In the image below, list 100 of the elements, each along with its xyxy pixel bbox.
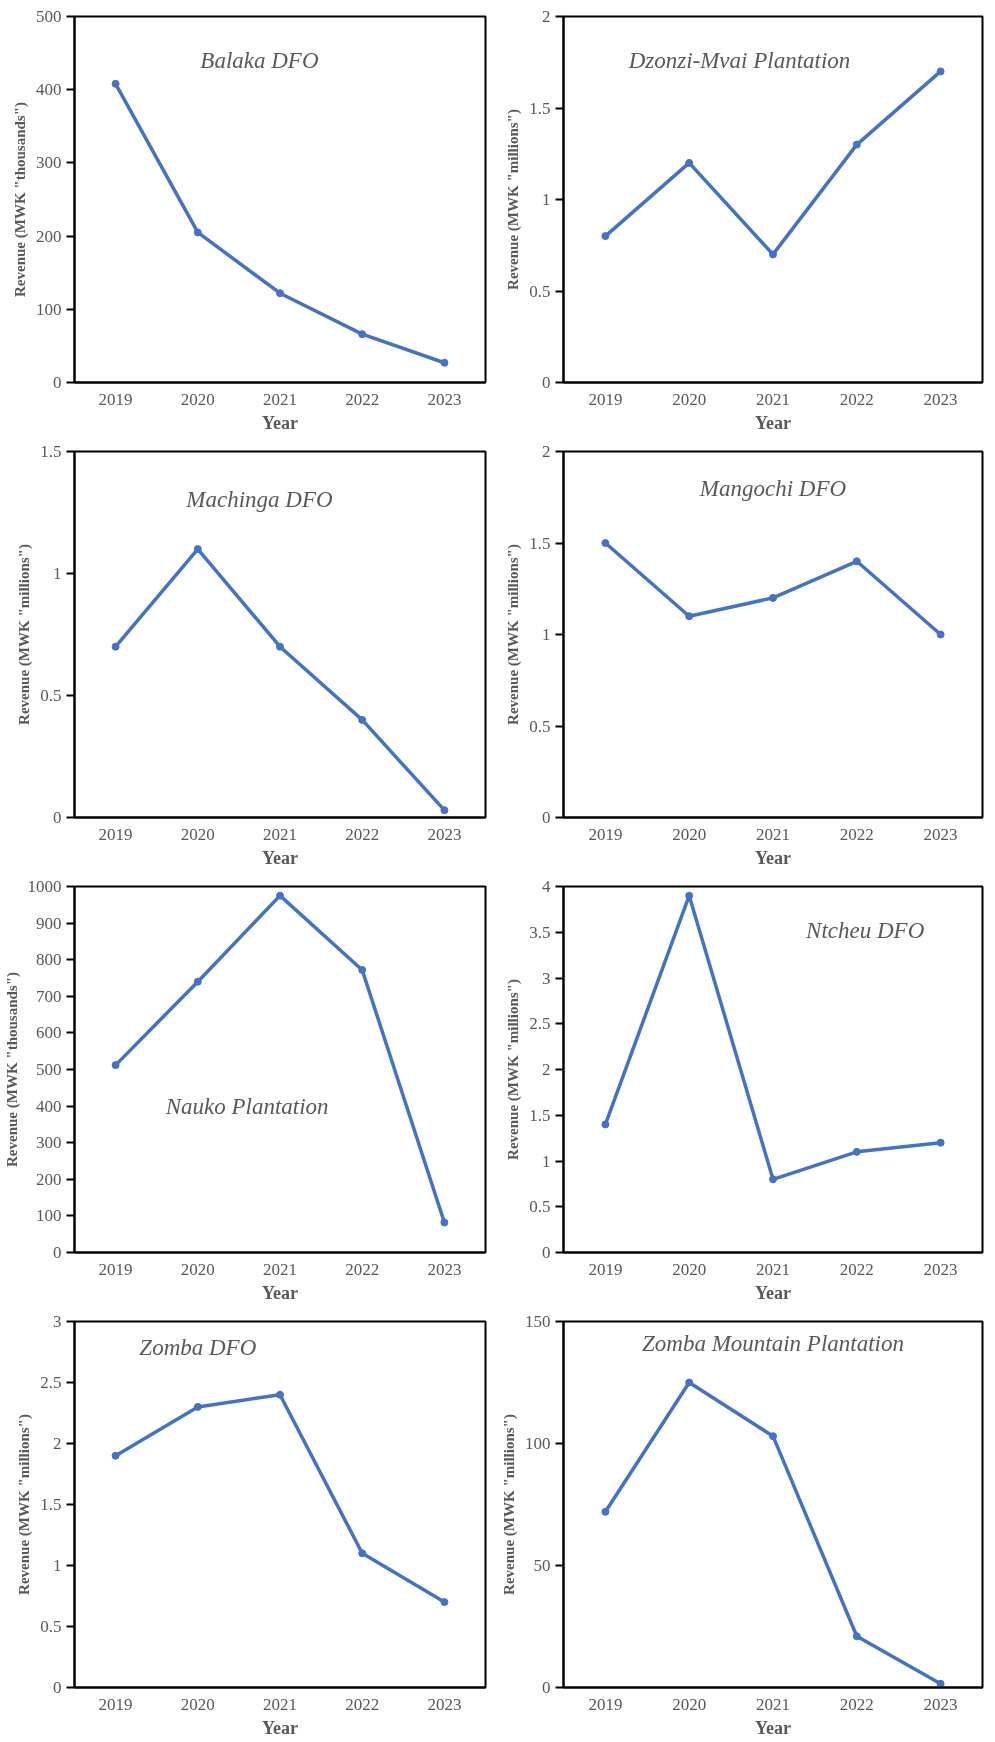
y-tick-label: 3 [542, 968, 551, 988]
x-tick-label: 2023 [427, 1694, 462, 1714]
x-tick-label: 2019 [588, 389, 623, 409]
x-tick-label: 2019 [98, 1694, 133, 1714]
y-tick-label: 1.5 [529, 533, 551, 553]
x-tick-label: 2019 [588, 1694, 623, 1714]
y-tick-label: 100 [525, 1434, 551, 1453]
x-tick-label: 2023 [427, 1259, 462, 1279]
text: Balaka DFO [200, 47, 319, 73]
y-axis-title: Revenue (MWK "thousands") [12, 102, 29, 297]
y-tick-label: 1 [53, 564, 62, 583]
y-tick-label: 1000 [27, 877, 62, 896]
x-tick-label: 2022 [839, 824, 874, 844]
x-axis-title: Year [755, 1282, 791, 1303]
y-tick-label: 2.5 [529, 1014, 551, 1034]
y-axis-title: Revenue (MWK "millions") [505, 979, 523, 1160]
y-axis-title: Revenue (MWK "millions") [501, 1414, 518, 1595]
x-tick-label: 2021 [756, 1259, 790, 1279]
y-tick-label: 900 [36, 913, 62, 933]
y-tick-label: 2 [542, 1060, 551, 1079]
x-tick-label: 2020 [180, 1694, 215, 1714]
y-tick-label: 200 [36, 226, 62, 246]
x-axis-title: Year [262, 1282, 298, 1303]
x-axis-title: Year [755, 1717, 791, 1738]
x-tick-label: 2023 [923, 824, 958, 844]
y-tick-label: 400 [36, 1096, 62, 1116]
y-tick-label: 1.5 [529, 1105, 551, 1125]
x-tick-label: 2019 [588, 824, 623, 844]
y-tick-label: 2 [53, 1434, 62, 1453]
y-tick-label: 500 [36, 1060, 62, 1079]
y-tick-label: 500 [36, 7, 62, 26]
y-tick-label: 400 [36, 80, 62, 100]
y-tick-label: 1 [53, 1556, 62, 1575]
text: Zomba DFO [139, 1334, 257, 1360]
x-axis-title: Year [262, 847, 298, 868]
x-tick-label: 2020 [180, 824, 215, 844]
x-tick-label: 2021 [756, 1694, 790, 1714]
y-tick-label: 700 [36, 986, 62, 1006]
x-axis-title: Year [262, 412, 298, 433]
y-tick-label: 300 [36, 153, 62, 173]
x-axis-title: Year [755, 412, 791, 433]
x-tick-label: 2023 [427, 824, 462, 844]
x-tick-label: 2020 [672, 1259, 707, 1279]
y-axis-title: Revenue (MWK "millions") [16, 544, 34, 725]
y-tick-label: 100 [36, 299, 62, 319]
y-tick-label: 50 [533, 1556, 551, 1575]
y-tick-label: 1.5 [40, 442, 62, 461]
y-axis-title: Revenue (MWK "millions") [505, 544, 523, 725]
y-tick-label: 1 [542, 625, 551, 644]
text: Dzonzi-Mvai Plantation [627, 47, 851, 73]
y-tick-label: 4 [542, 877, 551, 896]
y-tick-label: 1 [542, 190, 551, 209]
y-tick-label: 0 [542, 1243, 551, 1262]
y-tick-label: 3 [53, 1312, 62, 1331]
x-tick-label: 2021 [263, 389, 297, 409]
y-tick-label: 0 [542, 373, 551, 392]
x-tick-label: 2020 [672, 1694, 707, 1714]
y-tick-label: 0.5 [529, 716, 551, 736]
y-axis-title: Revenue (MWK "thousands") [3, 972, 21, 1167]
y-tick-label: 0 [53, 1243, 62, 1262]
y-tick-label: 2 [542, 7, 551, 26]
x-tick-label: 2019 [98, 389, 133, 409]
text: Mangochi DFO [698, 475, 847, 501]
y-tick-label: 1.5 [40, 1495, 62, 1514]
x-tick-label: 2021 [756, 824, 790, 844]
text: Nauko Plantation [164, 1093, 329, 1119]
text: Machinga DFO [185, 486, 333, 512]
x-tick-label: 2022 [839, 1694, 874, 1714]
y-axis-title: Revenue (MWK "millions") [16, 1414, 34, 1595]
y-tick-label: 0 [53, 373, 62, 392]
y-axis-title: Revenue (MWK "millions") [505, 109, 523, 290]
x-tick-label: 2020 [672, 389, 707, 409]
x-tick-label: 2021 [263, 824, 297, 844]
y-tick-label: 150 [525, 1312, 551, 1331]
y-tick-label: 0.5 [40, 686, 62, 705]
y-tick-label: 600 [36, 1023, 62, 1043]
y-tick-label: 0 [542, 1678, 551, 1697]
x-tick-label: 2021 [263, 1259, 297, 1279]
y-tick-label: 3.5 [529, 922, 551, 942]
x-tick-label: 2023 [923, 1694, 958, 1714]
y-tick-label: 2.5 [40, 1373, 62, 1392]
y-tick-label: 100 [36, 1206, 62, 1226]
x-tick-label: 2022 [345, 1259, 380, 1279]
x-tick-label: 2021 [756, 389, 790, 409]
x-tick-label: 2022 [839, 1259, 874, 1279]
x-tick-label: 2020 [672, 824, 707, 844]
x-tick-label: 2022 [345, 389, 380, 409]
y-tick-label: 0.5 [529, 281, 551, 301]
y-tick-label: 1 [542, 1151, 551, 1171]
x-tick-label: 2023 [427, 389, 462, 409]
y-tick-label: 0.5 [529, 1197, 551, 1217]
x-tick-label: 2020 [180, 1259, 215, 1279]
y-tick-label: 200 [36, 1169, 62, 1189]
text: Ntcheu DFO [805, 917, 925, 943]
y-tick-label: 300 [36, 1133, 62, 1153]
y-tick-label: 1.5 [529, 98, 551, 118]
x-tick-label: 2019 [98, 1259, 133, 1279]
y-tick-label: 0 [542, 808, 551, 827]
chart-title: Zomba Mountain Plantation [642, 1330, 904, 1356]
y-tick-label: 0 [53, 808, 62, 827]
